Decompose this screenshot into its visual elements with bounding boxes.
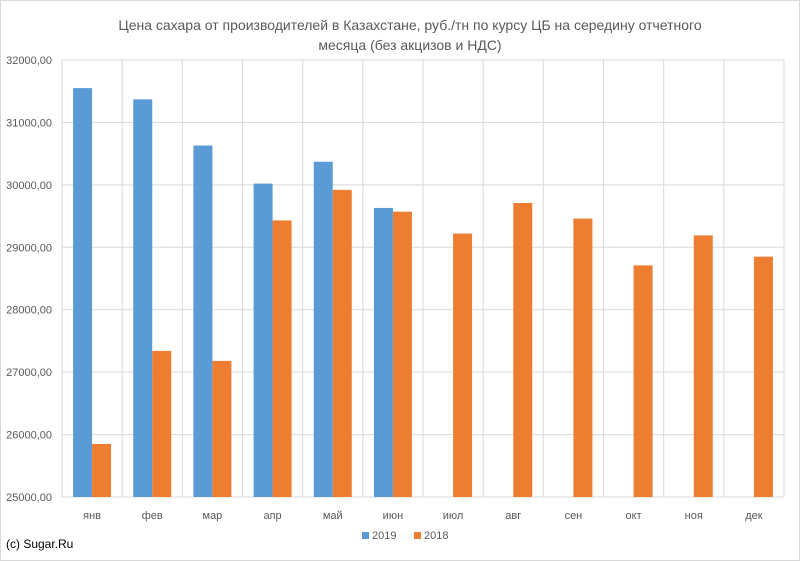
bar-2018-янв xyxy=(92,443,112,497)
bar-2018-окт xyxy=(633,265,653,497)
bar-2018-мар xyxy=(212,360,232,497)
bar-2018-сен xyxy=(573,218,593,497)
chart-title: Цена сахара от производителей в Казахста… xyxy=(100,15,720,55)
copyright-text: (c) Sugar.Ru xyxy=(6,537,74,551)
chart-title-line-1: Цена сахара от производителей в Казахста… xyxy=(118,17,702,33)
bar-2018-ноя xyxy=(693,235,713,497)
x-tick-label: окт xyxy=(626,510,642,522)
x-tick-label: июл xyxy=(443,510,464,522)
legend-label-2019: 2019 xyxy=(372,530,396,542)
bar-2019-мар xyxy=(193,145,213,497)
bar-2019-май xyxy=(313,161,333,497)
y-tick-label: 25000,00 xyxy=(6,492,52,504)
bar-2019-апр xyxy=(253,183,273,497)
legend-label-2018: 2018 xyxy=(424,530,448,542)
bar-2018-июл xyxy=(453,233,473,497)
y-tick-label: 30000,00 xyxy=(6,180,52,192)
x-tick-label: мар xyxy=(203,510,223,522)
gridlines xyxy=(61,59,785,498)
y-axis-ticks: 25000,00 26000,00 27000,00 28000,00 29000,00… xyxy=(6,55,52,504)
bar-2018-май xyxy=(332,189,352,497)
y-tick-label: 28000,00 xyxy=(6,305,52,317)
x-tick-label: янв xyxy=(83,510,101,522)
y-tick-label: 29000,00 xyxy=(6,242,52,254)
bar-2018-фев xyxy=(152,350,172,497)
bar-2018-июн xyxy=(392,211,412,498)
x-tick-label: апр xyxy=(263,510,281,522)
chart-title-line-2: месяца (без акцизов и НДС) xyxy=(318,37,502,53)
x-axis-ticks: янв фев мар апр май июн июл авг сен окт ноя дек xyxy=(83,510,763,522)
y-tick-label: 27000,00 xyxy=(6,367,52,379)
bar-2018-апр xyxy=(272,220,292,498)
x-tick-label: сен xyxy=(565,510,583,522)
bar-2018-дек xyxy=(753,256,773,497)
bar-2019-янв xyxy=(73,88,93,497)
legend-swatch-2018 xyxy=(414,532,421,539)
y-tick-label: 32000,00 xyxy=(6,55,52,67)
x-tick-label: авг xyxy=(505,510,521,522)
x-tick-label: фев xyxy=(142,510,163,522)
bars xyxy=(73,88,773,498)
x-tick-label: ноя xyxy=(685,510,703,522)
bar-2018-авг xyxy=(513,202,533,497)
x-tick-label: июн xyxy=(383,510,403,522)
y-tick-label: 26000,00 xyxy=(6,430,52,442)
bar-2019-фев xyxy=(133,99,153,497)
y-tick-label: 31000,00 xyxy=(6,117,52,129)
legend: 2019 2018 xyxy=(362,530,448,542)
bar-2019-июн xyxy=(373,207,393,497)
legend-swatch-2019 xyxy=(362,532,369,539)
x-tick-label: май xyxy=(323,510,343,522)
x-tick-label: дек xyxy=(745,510,763,522)
